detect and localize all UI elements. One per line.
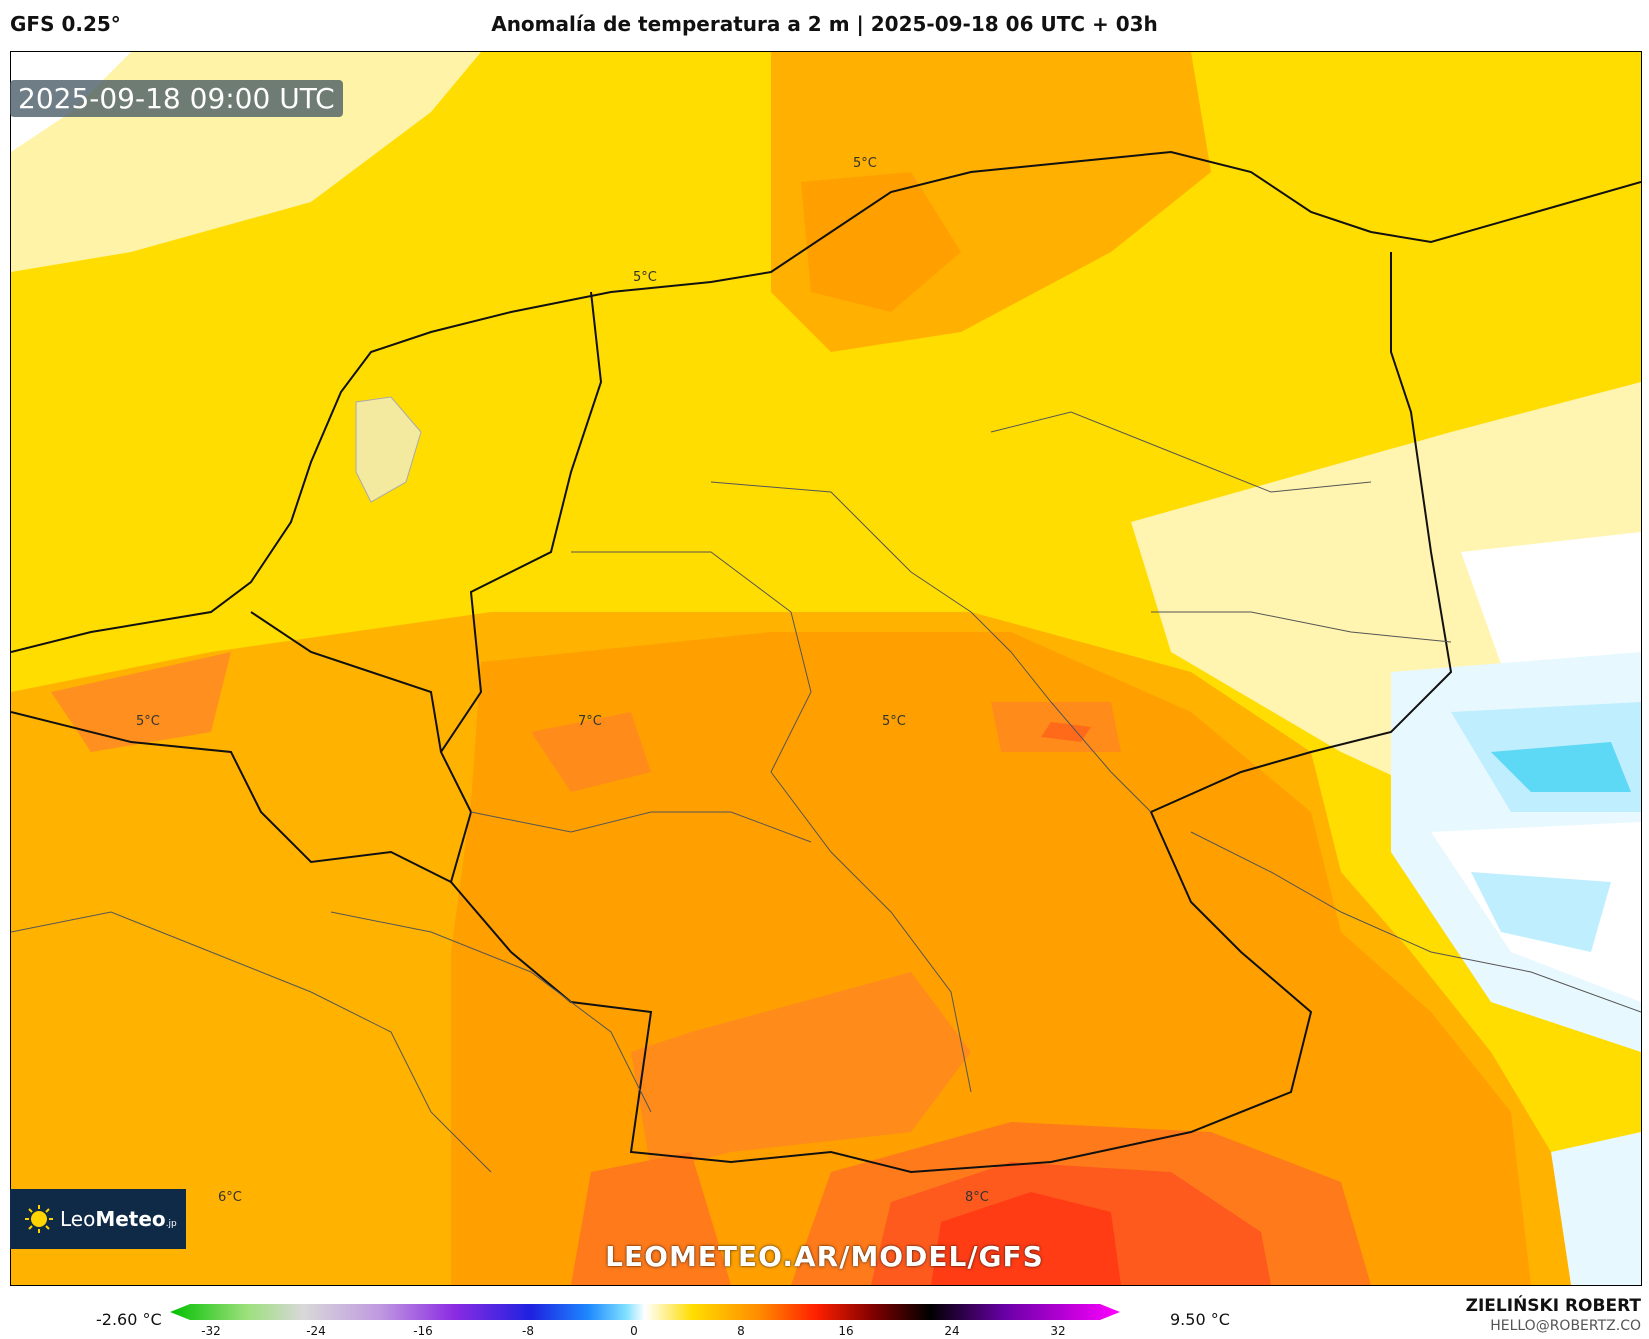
colorbar-gradient [170,1304,1120,1320]
colorbar-tick: -32 [201,1324,221,1338]
map-panel[interactable] [10,51,1642,1286]
contour-label: 5°C [882,714,906,729]
contour-label: 7°C [578,714,602,729]
colorbar-max-label: 9.50 °C [1170,1310,1230,1329]
colorbar-tick: -16 [413,1324,433,1338]
colorbar-min-label: -2.60 °C [96,1310,162,1329]
temperature-anomaly-map [11,52,1641,1285]
colorbar-tick: 8 [737,1324,745,1338]
author-name: ZIELIŃSKI ROBERT [1465,1296,1641,1316]
colorbar-tick: 24 [944,1324,960,1338]
colorbar: -2.60 °C -32 -24 [0,1296,1649,1339]
leometeo-logo[interactable]: LeoMeteo.jp [10,1189,186,1249]
author-credit: ZIELIŃSKI ROBERT HELLO@ROBERTZ.CO [1466,1296,1641,1334]
colorbar-tick: -24 [306,1324,326,1338]
model-name: GFS 0.25° [10,12,121,36]
colorbar-tick: -8 [522,1324,534,1338]
contour-label: 5°C [136,714,160,729]
valid-time-badge: 2025-09-18 09:00 UTC [10,80,343,117]
source-watermark: LEOMETEO.AR/MODEL/GFS [605,1240,1044,1273]
chart-title: Anomalía de temperatura a 2 m | 2025-09-… [491,12,1158,36]
contour-label: 8°C [965,1190,989,1205]
sun-icon [25,1205,53,1233]
contour-label: 5°C [853,156,877,171]
contour-label: 6°C [218,1190,242,1205]
colorbar-tick: 0 [630,1324,638,1338]
logo-wordmark: LeoMeteo.jp [60,1207,177,1231]
colorbar-tick: 16 [838,1324,854,1338]
colorbar-tick: 32 [1050,1324,1066,1338]
author-email[interactable]: HELLO@ROBERTZ.CO [1490,1318,1641,1334]
contour-label: 5°C [633,270,657,285]
